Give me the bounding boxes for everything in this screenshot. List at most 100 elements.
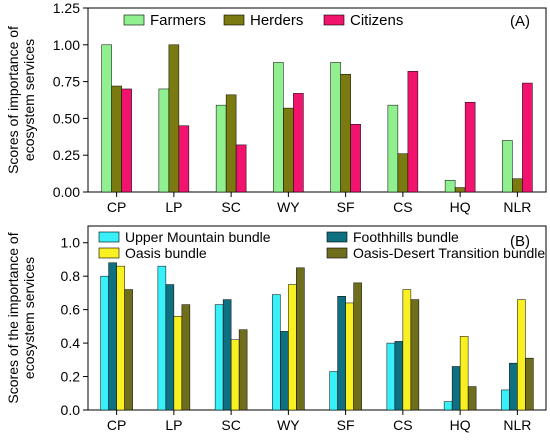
legend-label: Oasis-Desert Transition bundle — [353, 245, 545, 261]
y-tick-label: 0.25 — [53, 147, 80, 163]
legend-label: Upper Mountain bundle — [125, 229, 271, 245]
y-tick-label: 1.0 — [61, 235, 81, 251]
bar-herders-sc — [225, 94, 237, 193]
x-tick-label: CP — [107, 199, 126, 215]
y-axis-title-line: ecosystem services — [21, 257, 37, 379]
x-tick-label: CS — [393, 199, 412, 215]
bar-oasis-desert-transition-bundle-cs — [410, 299, 420, 411]
bar-herders-wy — [283, 107, 294, 193]
y-axis-title: Scores of the importance ofecosystem ser… — [5, 232, 37, 403]
x-tick-label: WY — [277, 199, 300, 215]
legend-label: Oasis bundle — [125, 245, 207, 261]
bar-upper-mountain-bundle-wy — [272, 294, 281, 411]
x-tick-label: NLR — [503, 417, 531, 433]
legend-swatch — [326, 247, 348, 259]
plot-frame — [87, 225, 547, 411]
legend-swatch — [123, 14, 145, 26]
bar-upper-mountain-bundle-hq — [443, 401, 453, 411]
bar-citizens-nlr — [522, 82, 533, 193]
x-tick-label: SF — [337, 417, 355, 433]
bar-citizens-sc — [235, 144, 247, 193]
bar-citizens-wy — [293, 93, 304, 193]
bar-herders-cp — [111, 85, 122, 193]
bar-foothhills-bundle-cp — [108, 262, 117, 411]
legend-label: Herders — [250, 12, 303, 29]
bar-foothhills-bundle-cs — [394, 341, 404, 411]
y-tick-label: 0.4 — [61, 335, 81, 351]
x-tick-label: SC — [221, 417, 240, 433]
legend-swatch — [323, 14, 345, 26]
y-axis-title: Scores of importance ofecosystem service… — [5, 26, 37, 174]
bar-citizens-cs — [407, 71, 419, 193]
bar-upper-mountain-bundle-cs — [386, 342, 396, 411]
bar-upper-mountain-bundle-sc — [214, 304, 224, 411]
bar-citizens-cp — [121, 88, 132, 193]
legend-label: Citizens — [350, 12, 403, 29]
y-tick-label: 0.8 — [61, 268, 81, 284]
plot-frame — [87, 7, 547, 193]
bar-herders-nlr — [512, 178, 523, 193]
bar-upper-mountain-bundle-sf — [329, 371, 338, 411]
legend-swatch — [223, 14, 245, 26]
y-tick-label: 0.00 — [53, 184, 80, 200]
bar-oasis-bundle-wy — [288, 284, 297, 411]
x-tick-label: LP — [165, 417, 182, 433]
bar-foothhills-bundle-lp — [165, 284, 175, 411]
bar-upper-mountain-bundle-lp — [157, 265, 167, 411]
bar-foothhills-bundle-nlr — [509, 362, 518, 411]
bar-herders-lp — [168, 44, 180, 193]
y-tick-label: 0.0 — [61, 402, 81, 418]
legend-label: Foothhills bundle — [353, 229, 459, 245]
x-tick-label: SF — [337, 199, 355, 215]
bar-herders-hq — [454, 187, 466, 193]
bar-citizens-hq — [464, 101, 476, 193]
bar-farmers-lp — [158, 88, 170, 193]
x-tick-label: CP — [107, 417, 126, 433]
legend-swatch — [98, 247, 120, 259]
bar-oasis-desert-transition-bundle-nlr — [525, 357, 534, 411]
bar-foothhills-bundle-hq — [451, 366, 461, 411]
bar-farmers-sf — [330, 62, 341, 193]
bar-oasis-desert-transition-bundle-sf — [353, 282, 362, 411]
y-tick-label: 0.75 — [53, 74, 80, 90]
x-tick-label: CS — [393, 417, 412, 433]
bar-upper-mountain-bundle-cp — [100, 275, 109, 411]
bar-citizens-lp — [178, 125, 190, 193]
y-tick-label: 0.6 — [61, 302, 81, 318]
x-tick-label: NLR — [503, 199, 531, 215]
bar-oasis-bundle-nlr — [517, 299, 526, 411]
x-tick-label: SC — [221, 199, 240, 215]
y-axis-title-line: Scores of importance of — [5, 26, 21, 174]
bar-foothhills-bundle-sf — [337, 296, 346, 411]
bar-farmers-cs — [387, 104, 399, 193]
y-tick-label: 1.00 — [53, 37, 80, 53]
bar-oasis-desert-transition-bundle-hq — [467, 386, 477, 411]
bar-oasis-bundle-sc — [230, 339, 240, 411]
bar-farmers-nlr — [502, 140, 513, 193]
bar-oasis-desert-transition-bundle-lp — [181, 304, 191, 411]
bar-oasis-desert-transition-bundle-sc — [238, 329, 248, 411]
bar-herders-cs — [397, 153, 409, 193]
bar-farmers-sc — [215, 104, 227, 193]
y-axis-title-line: Scores of the importance of — [5, 232, 21, 403]
bar-citizens-sf — [350, 124, 361, 193]
bar-oasis-bundle-cp — [116, 265, 125, 411]
chart-panel-b: 0.0 0.2 0.4 0.6 0.8 1.0 Scores of the importan… — [5, 225, 547, 433]
bar-farmers-cp — [101, 44, 112, 193]
bar-oasis-bundle-lp — [173, 316, 183, 411]
chart-panel-a: 0.00 0.25 0.50 0.75 1.00 1.25 Scores of import… — [5, 0, 547, 215]
bar-oasis-bundle-cs — [402, 289, 412, 411]
y-tick-label: 0.2 — [61, 369, 81, 385]
legend-swatch — [326, 231, 348, 243]
bar-foothhills-bundle-wy — [280, 331, 289, 411]
bar-oasis-desert-transition-bundle-wy — [296, 267, 305, 411]
x-tick-label: LP — [165, 199, 182, 215]
bar-upper-mountain-bundle-nlr — [501, 389, 510, 411]
y-axis-title-line: ecosystem services — [21, 39, 37, 161]
bar-farmers-hq — [444, 179, 456, 193]
bar-oasis-desert-transition-bundle-cp — [124, 289, 133, 411]
panel-label: (B) — [510, 233, 530, 250]
bar-foothhills-bundle-sc — [222, 299, 232, 411]
y-tick-label: 1.25 — [53, 0, 80, 16]
